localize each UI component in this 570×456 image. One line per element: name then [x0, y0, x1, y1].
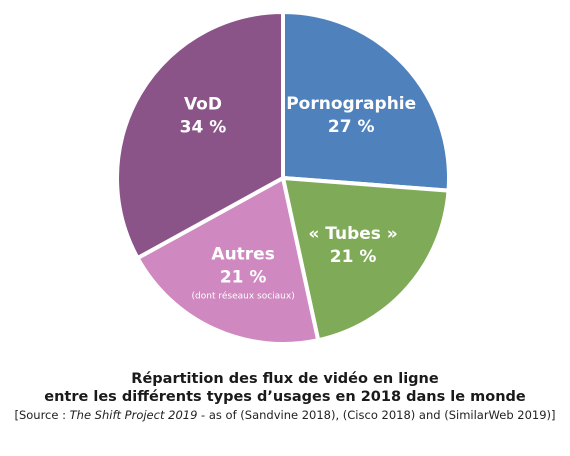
- pie-slice-pornographie: [281, 10, 451, 193]
- caption-source: [Source : The Shift Project 2019 - as of…: [0, 408, 570, 422]
- slice-value-vod: 34 %: [180, 118, 227, 138]
- pie-slices: [115, 10, 451, 346]
- source-prefix: [Source :: [14, 408, 70, 422]
- slice-label-tubes: « Tubes »: [308, 224, 397, 244]
- source-italic: The Shift Project 2019: [69, 408, 198, 422]
- pie-slice-autres: [135, 176, 321, 346]
- slice-note-autres: (dont réseaux sociaux): [192, 291, 295, 302]
- pie-slice-vod: [115, 10, 285, 261]
- pie-chart: Pornographie 27 % « Tubes » 21 % Autres 21 % (…: [115, 10, 451, 346]
- pie-labels: Pornographie 27 % « Tubes » 21 % Autres 21 % (…: [180, 94, 417, 302]
- slice-label-pornographie: Pornographie: [286, 94, 416, 114]
- slice-value-autres: 21 %: [220, 268, 267, 288]
- source-suffix: - as of (Sandvine 2018), (Cisco 2018) an…: [197, 408, 556, 422]
- slice-label-vod: VoD: [184, 95, 222, 115]
- slice-value-tubes: 21 %: [330, 247, 377, 267]
- caption-title-line-2: entre les différents types d’usages en 2…: [44, 389, 526, 405]
- pie-slice-tubes: [281, 176, 451, 343]
- slice-value-pornographie: 27 %: [328, 117, 375, 137]
- caption-title-line-1: Répartition des flux de vidéo en ligne: [131, 371, 439, 387]
- slice-label-autres: Autres: [211, 245, 274, 265]
